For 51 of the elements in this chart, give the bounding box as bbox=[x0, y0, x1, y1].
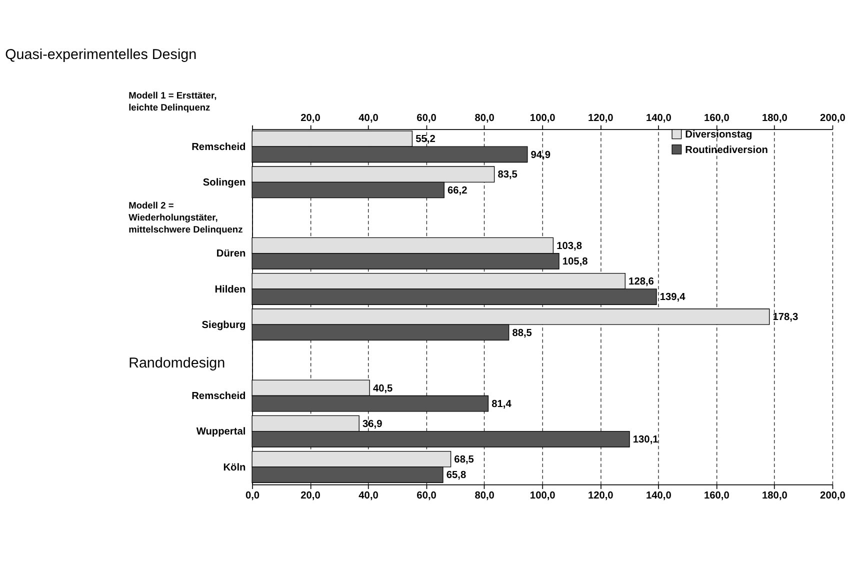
data-label: 88,5 bbox=[512, 328, 532, 339]
data-label: 68,5 bbox=[454, 454, 474, 466]
data-label: 103,8 bbox=[556, 240, 582, 252]
x-tick-label: 100,0 bbox=[530, 490, 556, 502]
text: Modell 2 = Wiederholungstäter, mittelschwere Delinquenz bbox=[128, 200, 244, 234]
data-label: 178,3 bbox=[772, 312, 798, 324]
x-tick-label: 0,0 bbox=[245, 490, 260, 502]
x2-tick-label: 200,0 bbox=[820, 113, 846, 124]
data-label: 128,6 bbox=[628, 276, 654, 288]
x-tick-label: 60,0 bbox=[416, 490, 437, 502]
x2-tick-label: 60,0 bbox=[416, 113, 437, 124]
y-tick-label: Düren bbox=[216, 248, 246, 260]
x-tick-label: 120,0 bbox=[588, 490, 614, 502]
x2-tick-label: 140,0 bbox=[646, 113, 672, 124]
x-tick-label: 140,0 bbox=[646, 490, 672, 502]
x-tick-label: 20,0 bbox=[300, 490, 321, 502]
data-label: 130,1 bbox=[632, 434, 659, 446]
y-tick-label: Köln bbox=[223, 462, 246, 474]
y-tick-label: Siegburg bbox=[202, 320, 246, 331]
y-tick-label: Remscheid bbox=[192, 142, 246, 153]
x-tick-label: 200,0 bbox=[820, 490, 846, 502]
x-tick-label: 80,0 bbox=[474, 490, 495, 502]
x-tick-label: 160,0 bbox=[704, 490, 730, 502]
legend-label: Routinediversion bbox=[685, 144, 768, 156]
x2-tick-label: 80,0 bbox=[474, 113, 495, 124]
data-label: 139,4 bbox=[660, 292, 686, 304]
y-tick-label: Wuppertal bbox=[196, 426, 246, 438]
x-tick-label: 40,0 bbox=[358, 490, 379, 502]
text: Quasi-experimentelles Design bbox=[5, 46, 197, 63]
text: Randomdesign bbox=[128, 356, 226, 372]
x2-tick-label: 120,0 bbox=[588, 113, 614, 124]
y-tick-label: Hilden bbox=[214, 284, 246, 296]
data-label: 81,4 bbox=[492, 398, 512, 410]
data-label: 55,2 bbox=[416, 134, 436, 146]
data-label: 40,5 bbox=[372, 383, 394, 394]
legend-label: Diversionstag bbox=[685, 130, 752, 141]
data-label: 105,8 bbox=[562, 256, 588, 268]
data-label: 94,9 bbox=[530, 150, 551, 161]
y-tick-label: Remscheid bbox=[192, 391, 246, 402]
x2-tick-label: 160,0 bbox=[704, 113, 730, 124]
text: Modell 1 = Ersttäter, leichte Delinquenz bbox=[128, 90, 217, 113]
data-label: 83,5 bbox=[498, 170, 518, 181]
y-tick-label: Solingen bbox=[202, 178, 246, 189]
x-tick-label: 180,0 bbox=[762, 490, 788, 502]
x2-tick-label: 180,0 bbox=[762, 113, 788, 124]
x2-tick-label: 40,0 bbox=[358, 113, 379, 124]
data-label: 36,9 bbox=[362, 418, 383, 430]
data-label: 65,8 bbox=[446, 470, 466, 482]
data-label: 66,2 bbox=[448, 185, 468, 196]
x2-tick-label: 20,0 bbox=[300, 113, 321, 124]
x2-tick-label: 100,0 bbox=[530, 113, 556, 124]
